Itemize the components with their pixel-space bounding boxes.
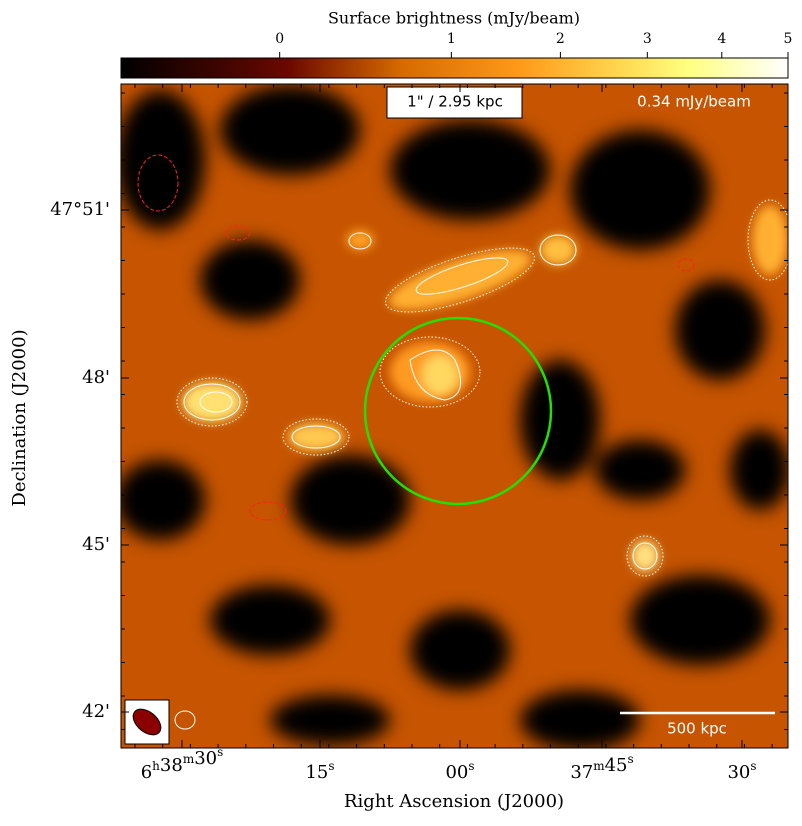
colorbar-tick-label: 5 (784, 31, 793, 47)
rms-label: 0.34 mJy/beam (637, 93, 751, 111)
scale-label: 1" / 2.95 kpc (407, 93, 503, 111)
scalebar-label: 500 kpc (667, 720, 727, 738)
colorbar-tick-label: 0 (275, 31, 284, 47)
colorbar-tick-label: 1 (447, 31, 456, 47)
y-tick-label: 45' (82, 534, 110, 555)
beam (132, 708, 162, 736)
x-tick-label: 15s (305, 759, 334, 784)
plot-frame (120, 83, 789, 749)
colorbar-tick-label: 4 (717, 31, 726, 47)
colorbar-tick-label: 2 (556, 31, 565, 47)
radio-map (121, 84, 788, 748)
y-tick-label: 47°51' (50, 199, 110, 220)
colorbar-label: Surface brightness (mJy/beam) (328, 9, 580, 28)
cluster-circle (363, 316, 553, 506)
x-axis-label: Right Ascension (J2000) (344, 791, 564, 812)
scale-box (386, 86, 523, 119)
y-tick-label: 48' (82, 367, 110, 388)
y-axis-label: Declination (J2000) (9, 329, 30, 506)
x-tick-label: 6h38m30s (141, 745, 224, 784)
colorbar-tick-label: 3 (643, 31, 652, 47)
x-tick-label: 00s (445, 759, 474, 784)
x-tick-label: 37m45s (570, 752, 633, 784)
colorbar (120, 57, 789, 79)
x-tick-label: 30s (727, 759, 756, 784)
y-tick-label: 42' (82, 701, 110, 722)
